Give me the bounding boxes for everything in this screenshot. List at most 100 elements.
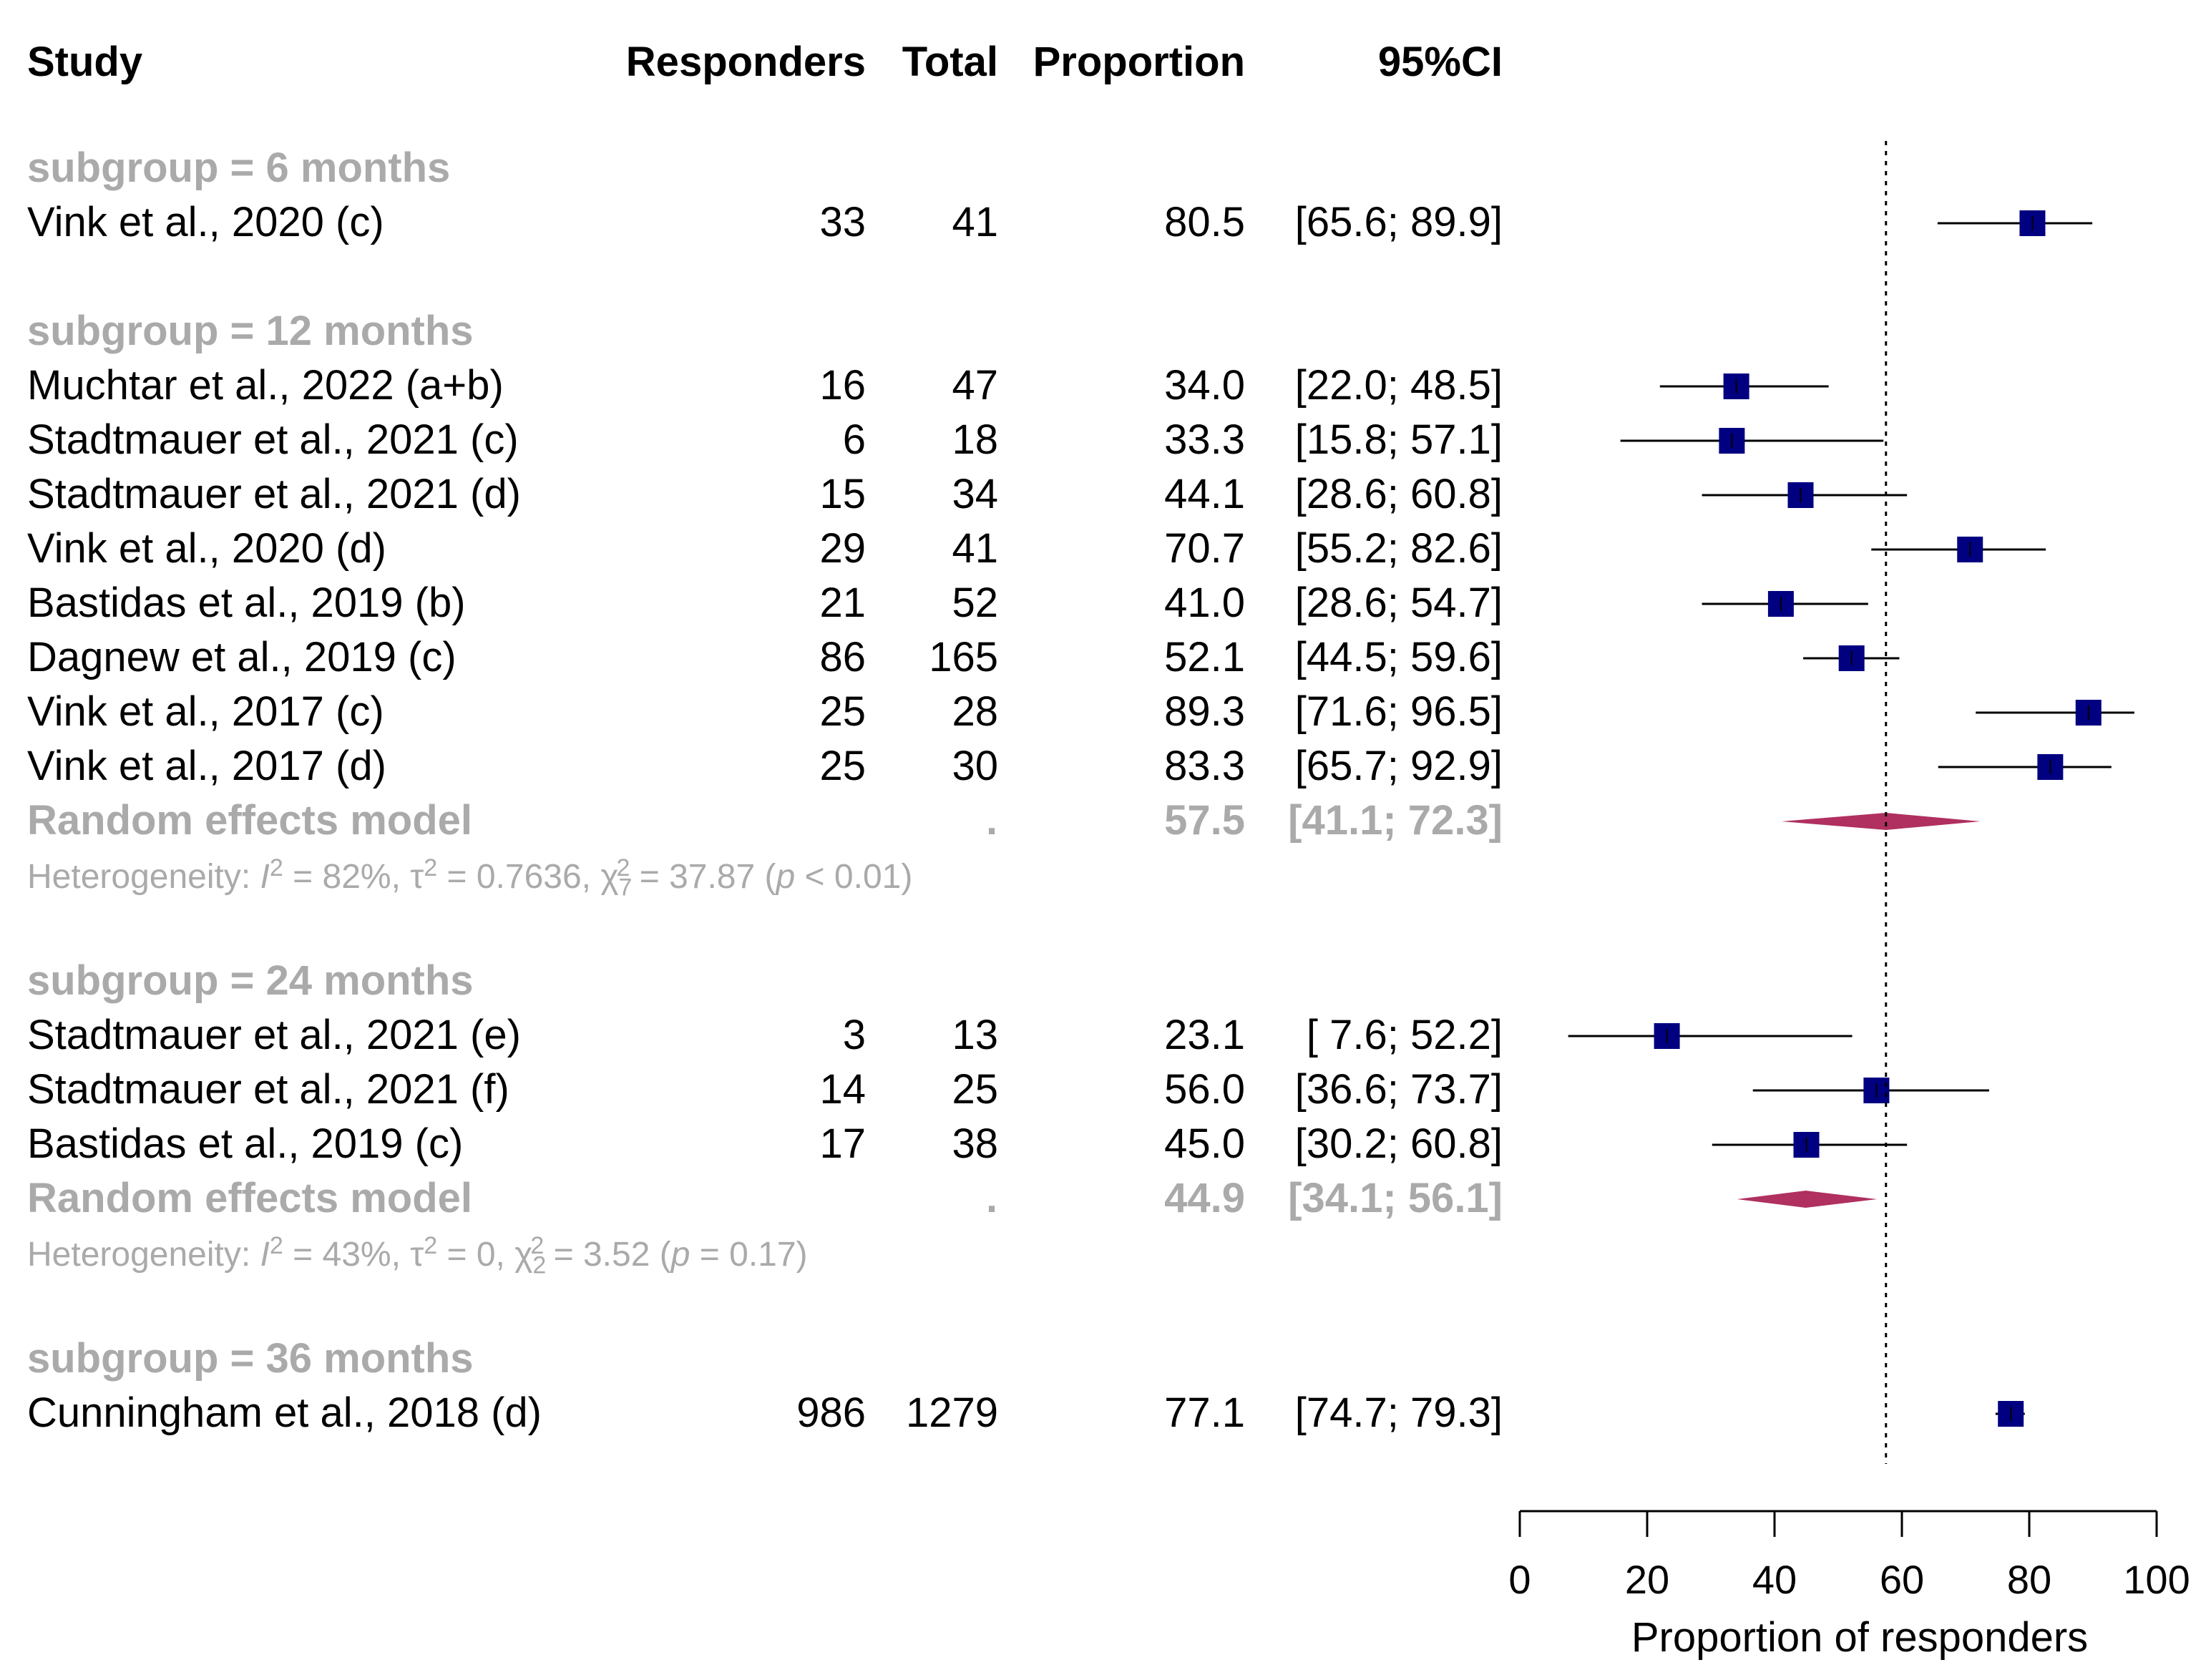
- heterogeneity-part: = 0,: [437, 1236, 515, 1274]
- heterogeneity-part: p: [670, 1236, 690, 1274]
- responders-value: 15: [819, 471, 866, 517]
- proportion-value: 52.1: [1164, 634, 1245, 680]
- ci-value: [65.6; 89.9]: [1294, 199, 1503, 245]
- heterogeneity-part: p: [776, 858, 796, 896]
- pooled-ci: [41.1; 72.3]: [1288, 797, 1503, 844]
- responders-value: 6: [842, 416, 866, 463]
- subgroup-label: subgroup = 12 months: [27, 308, 474, 354]
- ci-value: [28.6; 60.8]: [1294, 471, 1503, 517]
- study-name: Bastidas et al., 2019 (b): [27, 580, 466, 626]
- pooled-label: Random effects model: [27, 1175, 472, 1221]
- responders-value: 986: [796, 1390, 866, 1436]
- heterogeneity-part: I: [260, 858, 270, 896]
- proportion-value: 89.3: [1164, 688, 1245, 735]
- pooled-estimate-diamond: [1781, 813, 1981, 830]
- header-ci: 95%CI: [1377, 39, 1503, 85]
- heterogeneity-part: 2: [530, 1232, 545, 1259]
- heterogeneity-stats: Heterogeneity: I2 = 82%, τ2 = 0.7636, χ7…: [27, 856, 912, 900]
- heterogeneity-part: τ: [410, 1236, 424, 1274]
- x-tick-label: 80: [2007, 1557, 2051, 1602]
- heterogeneity-part: 2: [532, 1251, 547, 1279]
- x-tick-label: 20: [1625, 1557, 1669, 1602]
- responders-value: 21: [819, 580, 866, 626]
- total-value: 52: [952, 580, 998, 626]
- proportion-value: 80.5: [1164, 199, 1245, 245]
- study-name: Muchtar et al., 2022 (a+b): [27, 362, 504, 409]
- ci-value: [30.2; 60.8]: [1294, 1120, 1503, 1167]
- heterogeneity-part: = 37.87 (: [630, 858, 776, 896]
- responders-value: 16: [819, 362, 866, 409]
- heterogeneity-part: 2: [269, 854, 283, 881]
- heterogeneity-part: = 0.7636,: [437, 858, 601, 896]
- total-value: 18: [952, 416, 998, 463]
- x-axis-label: Proportion of responders: [1631, 1614, 2088, 1661]
- header-study: Study: [27, 39, 143, 85]
- study-name: Stadtmauer et al., 2021 (c): [27, 416, 519, 463]
- heterogeneity-part: 7: [618, 874, 633, 902]
- ci-value: [44.5; 59.6]: [1294, 634, 1503, 680]
- total-value: 1279: [905, 1390, 998, 1436]
- pooled-ci: [34.1; 56.1]: [1288, 1175, 1503, 1221]
- pooled-label: Random effects model: [27, 797, 472, 844]
- proportion-value: 34.0: [1164, 362, 1245, 409]
- responders-value: 29: [819, 525, 866, 572]
- heterogeneity-part: = 82%,: [283, 858, 411, 896]
- heterogeneity-part: τ: [410, 858, 424, 896]
- ci-value: [65.7; 92.9]: [1294, 743, 1503, 789]
- responders-value: 33: [819, 199, 866, 245]
- header-total: Total: [902, 39, 998, 85]
- heterogeneity-part: Heterogeneity:: [27, 1236, 260, 1274]
- heterogeneity-part: < 0.01): [795, 858, 913, 896]
- study-name: Stadtmauer et al., 2021 (f): [27, 1066, 509, 1113]
- proportion-value: 41.0: [1164, 580, 1245, 626]
- proportion-value: 83.3: [1164, 743, 1245, 789]
- subgroup-label: subgroup = 36 months: [27, 1335, 474, 1382]
- total-value: 41: [952, 199, 998, 245]
- study-name: Vink et al., 2020 (d): [27, 525, 386, 572]
- proportion-value: 77.1: [1164, 1390, 1245, 1436]
- ci-value: [74.7; 79.3]: [1294, 1390, 1503, 1436]
- heterogeneity-part: 2: [424, 1232, 438, 1259]
- study-name: Vink et al., 2017 (c): [27, 688, 384, 735]
- responders-value: 17: [819, 1120, 866, 1167]
- total-value: 41: [952, 525, 998, 572]
- study-name: Bastidas et al., 2019 (c): [27, 1120, 464, 1167]
- responders-value: 14: [819, 1066, 866, 1113]
- pooled-proportion: 57.5: [1164, 797, 1245, 844]
- x-tick-label: 100: [2123, 1557, 2190, 1602]
- proportion-value: 70.7: [1164, 525, 1245, 572]
- x-tick-label: 0: [1508, 1557, 1531, 1602]
- heterogeneity-part: Heterogeneity:: [27, 858, 260, 896]
- proportion-value: 33.3: [1164, 416, 1245, 463]
- heterogeneity-part: = 43%,: [283, 1236, 411, 1274]
- total-value: 34: [952, 471, 998, 517]
- pooled-proportion: 44.9: [1164, 1175, 1245, 1221]
- total-value: 38: [952, 1120, 998, 1167]
- study-name: Vink et al., 2020 (c): [27, 199, 384, 245]
- responders-value: 86: [819, 634, 866, 680]
- total-value: 47: [952, 362, 998, 409]
- study-name: Stadtmauer et al., 2021 (d): [27, 471, 521, 517]
- ci-value: [28.6; 54.7]: [1294, 580, 1503, 626]
- ci-value: [55.2; 82.6]: [1294, 525, 1503, 572]
- subgroup-label: subgroup = 6 months: [27, 145, 451, 191]
- responders-value: 3: [842, 1012, 866, 1058]
- study-name: Cunningham et al., 2018 (d): [27, 1390, 542, 1436]
- ci-value: [71.6; 96.5]: [1294, 688, 1503, 735]
- total-value: 13: [952, 1012, 998, 1058]
- total-value: 25: [952, 1066, 998, 1113]
- total-value: 28: [952, 688, 998, 735]
- heterogeneity-part: = 0.17): [690, 1236, 808, 1274]
- heterogeneity-part: χ: [600, 858, 619, 896]
- heterogeneity-part: 2: [424, 854, 438, 881]
- pooled-dot: .: [986, 797, 998, 844]
- responders-value: 25: [819, 688, 866, 735]
- heterogeneity-part: 2: [269, 1232, 283, 1259]
- study-name: Dagnew et al., 2019 (c): [27, 634, 457, 680]
- heterogeneity-part: 2: [616, 854, 630, 881]
- responders-value: 25: [819, 743, 866, 789]
- pooled-estimate-diamond: [1737, 1191, 1878, 1208]
- total-value: 165: [929, 634, 998, 680]
- proportion-value: 56.0: [1164, 1066, 1245, 1113]
